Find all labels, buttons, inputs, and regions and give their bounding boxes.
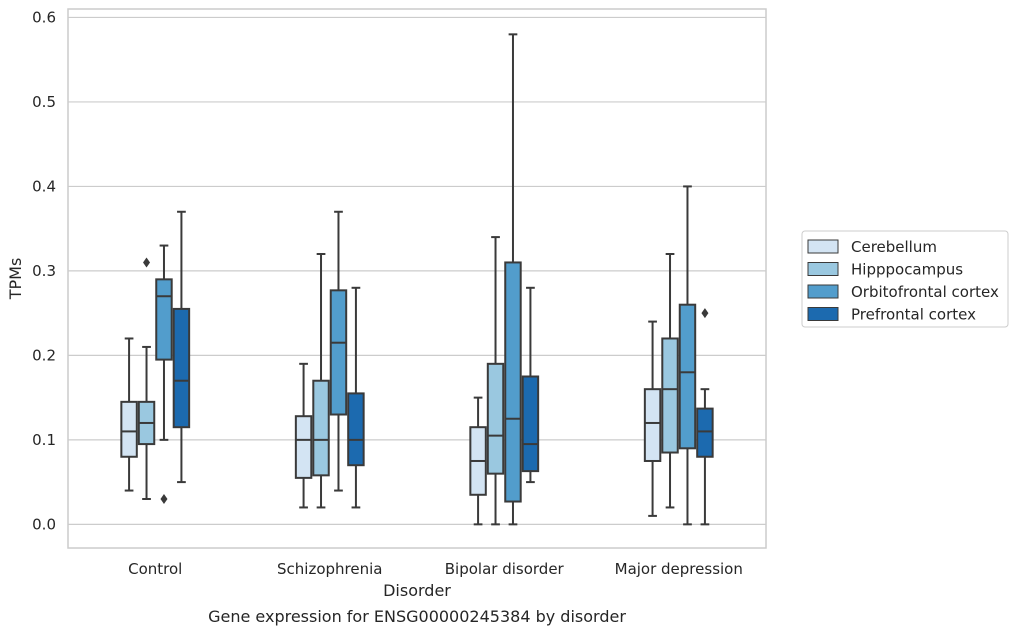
box-body xyxy=(643,388,662,462)
legend-swatch xyxy=(807,307,839,321)
axes-frame xyxy=(67,8,767,549)
box-body xyxy=(312,379,330,477)
chart-caption: Gene expression for ENSG00000245384 by d… xyxy=(208,607,626,626)
legend-label: Prefrontal cortex xyxy=(851,306,976,324)
y-tick-label: 0.2 xyxy=(32,346,56,364)
x-tick-labels: Control Schizophrenia Bipolar disorder Majo… xyxy=(128,560,743,578)
legend-label: Cerebellum xyxy=(851,238,937,256)
legend: Cerebellum Hipppocampus Orbitofrontal cort… xyxy=(801,230,1009,328)
box-0-2 xyxy=(155,244,173,504)
x-tick-label: Bipolar disorder xyxy=(445,560,565,578)
y-tick-label: 0.1 xyxy=(32,431,56,449)
box-body xyxy=(486,362,505,475)
legend-swatch xyxy=(807,239,839,254)
box-0-0 xyxy=(120,337,138,492)
box-body xyxy=(661,337,679,454)
y-tick-label: 0.5 xyxy=(32,93,56,111)
y-axis-label: TPMs xyxy=(6,258,25,301)
legend-label: Hipppocampus xyxy=(851,261,963,279)
box-body xyxy=(504,261,522,503)
box-body xyxy=(678,303,697,450)
outlier-point xyxy=(701,308,709,319)
y-tick-labels: 0.0 0.1 0.2 0.3 0.4 0.5 0.6 xyxy=(32,8,56,533)
box-plot-marks xyxy=(120,33,714,526)
box-0-1 xyxy=(137,257,156,500)
legend-frame xyxy=(801,230,1009,328)
box-body xyxy=(172,307,191,429)
legend-swatch xyxy=(807,284,839,299)
box-0-3 xyxy=(172,210,191,484)
box-3-0 xyxy=(643,320,662,517)
box-1-1 xyxy=(312,253,330,509)
box-1-0 xyxy=(294,362,313,509)
box-3-1 xyxy=(661,253,679,509)
x-tick-label: Control xyxy=(128,560,182,578)
outlier-point xyxy=(143,257,151,268)
box-body xyxy=(696,407,714,458)
box-body xyxy=(120,400,138,458)
box-body xyxy=(347,392,365,467)
outlier-point xyxy=(160,494,168,504)
box-2-0 xyxy=(469,396,487,526)
x-tick-label: Schizophrenia xyxy=(277,560,382,578)
box-2-1 xyxy=(486,236,505,526)
box-body xyxy=(155,278,173,361)
x-tick-label: Major depression xyxy=(615,560,743,578)
box-body xyxy=(329,289,348,416)
y-tick-label: 0.3 xyxy=(32,262,56,280)
box-body xyxy=(294,415,313,479)
x-axis-label: Disorder xyxy=(383,581,451,600)
box-body xyxy=(521,375,540,473)
box-1-3 xyxy=(347,286,365,509)
y-tick-label: 0.6 xyxy=(32,8,56,26)
legend-swatch xyxy=(807,262,839,276)
box-1-2 xyxy=(329,210,348,492)
legend-label: Orbitofrontal cortex xyxy=(851,283,999,301)
box-2-3 xyxy=(521,286,540,484)
y-tick-label: 0.4 xyxy=(32,177,56,195)
box-3-3 xyxy=(696,308,714,526)
box-2-2 xyxy=(504,33,522,526)
y-tick-label: 0.0 xyxy=(32,515,56,533)
box-3-2 xyxy=(678,185,697,526)
